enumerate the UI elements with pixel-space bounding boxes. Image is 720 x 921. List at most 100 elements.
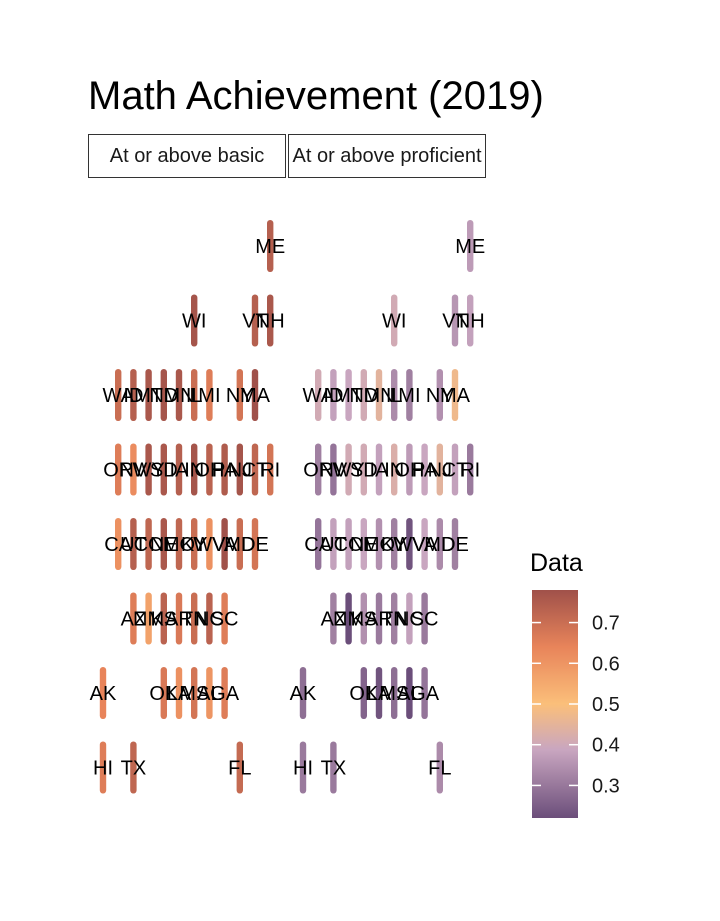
state-label-wi-basic: WI	[182, 311, 206, 333]
tile-ne-proficient	[360, 518, 367, 570]
tile-hi-proficient	[299, 741, 307, 794]
tile-ks-proficient	[360, 592, 367, 645]
tile-ms-basic	[191, 667, 198, 719]
tile-wa-proficient	[315, 369, 322, 421]
tile-ut-basic	[130, 518, 137, 570]
state-label-la-basic: LA	[167, 683, 192, 705]
tile-tx-basic	[130, 741, 137, 794]
state-label-ia-basic: IA	[170, 460, 190, 482]
state-label-or-proficient: OR	[303, 460, 333, 482]
state-label-hi-proficient: HI	[293, 758, 313, 780]
tile-mn-proficient	[375, 369, 383, 421]
state-label-md-basic: MD	[224, 534, 255, 556]
tile-vt-proficient	[451, 294, 459, 347]
tile-wa-basic	[115, 369, 122, 421]
tile-ri-proficient	[467, 443, 474, 496]
tile-ma-basic	[251, 369, 259, 421]
tile-la-proficient	[375, 667, 383, 719]
tile-ct-basic	[251, 443, 259, 496]
state-label-nm-proficient: NM	[333, 609, 364, 631]
state-label-az-basic: AZ	[121, 609, 147, 631]
tile-id-basic	[130, 369, 137, 421]
tile-sc-basic	[221, 592, 228, 645]
state-label-al-proficient: AL	[397, 683, 421, 705]
state-label-ma-basic: MA	[240, 385, 271, 407]
state-label-ca-basic: CA	[104, 534, 132, 556]
tile-nm-proficient	[345, 592, 352, 645]
tile-ca-basic	[115, 518, 122, 570]
tile-az-proficient	[330, 592, 337, 645]
state-label-ct-basic: CT	[242, 460, 269, 482]
state-label-mn-proficient: MN	[363, 385, 394, 407]
tile-nh-basic	[267, 294, 274, 347]
tile-ar-proficient	[375, 592, 383, 645]
tile-ia-basic	[175, 443, 183, 496]
state-label-wy-basic: WY	[132, 460, 164, 482]
state-label-al-basic: AL	[197, 683, 221, 705]
state-label-nm-basic: NM	[133, 609, 164, 631]
tile-nh-proficient	[467, 294, 474, 347]
tile-tn-proficient	[391, 592, 398, 645]
state-label-ia-proficient: IA	[370, 460, 390, 482]
state-label-il-basic: IL	[186, 385, 203, 407]
state-label-id-basic: ID	[123, 385, 143, 407]
tile-md-proficient	[436, 518, 443, 570]
state-label-ri-proficient: RI	[460, 460, 480, 482]
state-label-ar-basic: AR	[165, 609, 193, 631]
state-label-ma-proficient: MA	[440, 385, 471, 407]
state-label-wv-proficient: WV	[393, 534, 426, 556]
tile-az-basic	[130, 592, 137, 645]
state-label-wi-proficient: WI	[382, 311, 406, 333]
tile-nc-proficient	[406, 592, 413, 645]
state-label-id-proficient: ID	[323, 385, 343, 407]
state-label-de-basic: DE	[241, 534, 269, 556]
legend-title: Data	[530, 549, 583, 577]
state-label-pa-basic: PA	[212, 460, 238, 482]
state-label-ks-proficient: KS	[350, 609, 377, 631]
tile-nv-basic	[130, 443, 137, 496]
facet-label-proficient: At or above proficient	[288, 134, 486, 178]
tile-wv-basic	[206, 518, 213, 570]
tile-ny-basic	[236, 369, 243, 421]
tile-ia-proficient	[375, 443, 383, 496]
tile-ma-proficient	[451, 369, 459, 421]
tile-or-proficient	[315, 443, 322, 496]
state-label-or-basic: OR	[103, 460, 133, 482]
tile-nd-basic	[160, 369, 167, 421]
tile-mt-proficient	[345, 369, 352, 421]
tile-co-basic	[145, 518, 152, 570]
tile-oh-proficient	[406, 443, 413, 496]
tile-ar-basic	[175, 592, 183, 645]
state-label-sc-proficient: SC	[411, 609, 439, 631]
state-label-co-proficient: CO	[334, 534, 364, 556]
state-label-co-basic: CO	[134, 534, 164, 556]
tile-nj-basic	[236, 443, 243, 496]
state-label-me-basic: ME	[255, 236, 285, 258]
state-label-wv-basic: WV	[193, 534, 226, 556]
tile-md-basic	[236, 518, 243, 570]
tile-sd-proficient	[360, 443, 367, 496]
state-label-sd-basic: SD	[150, 460, 178, 482]
state-label-nj-basic: NJ	[228, 460, 252, 482]
state-label-ny-proficient: NY	[426, 385, 454, 407]
state-label-ga-basic: GA	[210, 683, 240, 705]
state-label-ak-proficient: AK	[290, 683, 317, 705]
state-label-de-proficient: DE	[441, 534, 469, 556]
state-label-ks-basic: KS	[150, 609, 177, 631]
tile-nc-basic	[206, 592, 213, 645]
state-label-in-proficient: IN	[384, 460, 404, 482]
state-label-wa-basic: WA	[102, 385, 134, 407]
state-label-fl-basic: FL	[228, 758, 251, 780]
tile-tx-proficient	[330, 741, 337, 794]
facet-label-basic: At or above basic	[88, 134, 286, 178]
tile-tn-basic	[191, 592, 198, 645]
legend-tick-label: 0.5	[592, 694, 620, 716]
state-label-hi-basic: HI	[93, 758, 113, 780]
state-label-vt-proficient: VT	[442, 311, 468, 333]
tile-wy-proficient	[345, 443, 352, 496]
tile-ky-basic	[191, 518, 198, 570]
tile-wi-proficient	[391, 294, 398, 347]
state-label-nh-basic: NH	[256, 311, 285, 333]
